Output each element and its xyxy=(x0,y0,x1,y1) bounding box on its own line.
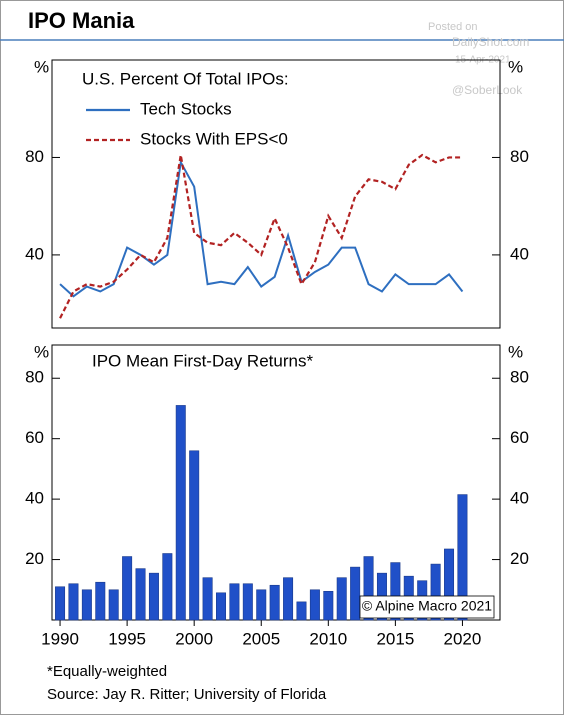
y-unit: % xyxy=(34,57,49,76)
x-tick-label: 2010 xyxy=(309,629,347,648)
bar xyxy=(229,583,240,621)
bar xyxy=(202,577,213,621)
y-tick-label: 60 xyxy=(25,428,44,447)
y-unit: % xyxy=(508,57,523,76)
y-tick-label: 40 xyxy=(25,244,44,263)
y-tick-label-right: 40 xyxy=(510,244,529,263)
x-tick-label: 2020 xyxy=(444,629,482,648)
bar xyxy=(444,548,455,621)
x-tick-label: 2015 xyxy=(376,629,414,648)
bar xyxy=(350,566,361,621)
watermark: DailyShot.com xyxy=(452,35,529,49)
page-title: IPO Mania xyxy=(28,8,135,33)
y-tick-label: 80 xyxy=(25,147,44,166)
y-tick-label-right: 60 xyxy=(510,428,529,447)
legend-label: Stocks With EPS<0 xyxy=(140,129,288,148)
bar xyxy=(108,589,119,621)
y-tick-label: 80 xyxy=(25,368,44,387)
bar xyxy=(189,450,200,621)
watermark: Posted on xyxy=(428,21,478,33)
bar xyxy=(148,572,159,621)
y-unit: % xyxy=(34,342,49,361)
panel-title: U.S. Percent Of Total IPOs: xyxy=(82,69,289,88)
y-unit: % xyxy=(508,342,523,361)
x-tick-label: 1990 xyxy=(41,629,79,648)
bar xyxy=(81,589,92,621)
bar xyxy=(283,577,294,621)
y-tick-label: 20 xyxy=(25,549,44,568)
bar xyxy=(95,581,106,621)
bar xyxy=(336,577,347,621)
annotation-box xyxy=(359,595,495,619)
bar xyxy=(390,562,401,621)
y-tick-label-right: 80 xyxy=(510,147,529,166)
footnote: Source: Jay R. Ritter; University of Flo… xyxy=(47,686,327,703)
watermark: @SoberLook xyxy=(452,83,523,97)
bar xyxy=(296,601,307,621)
footnote: *Equally-weighted xyxy=(47,663,167,680)
y-tick-label: 40 xyxy=(25,489,44,508)
bar xyxy=(68,583,79,621)
y-tick-label-right: 80 xyxy=(510,368,529,387)
bar xyxy=(309,589,320,621)
bar xyxy=(363,556,374,621)
bar xyxy=(55,586,66,621)
bar xyxy=(256,589,267,621)
x-tick-label: 1995 xyxy=(108,629,146,648)
bar xyxy=(135,568,146,621)
bar xyxy=(242,583,253,621)
bar xyxy=(175,405,186,621)
bar xyxy=(269,584,280,621)
plot-frame xyxy=(51,59,501,329)
series-line xyxy=(59,159,464,298)
bar xyxy=(162,553,173,621)
y-tick-label-right: 20 xyxy=(510,549,529,568)
bar xyxy=(457,494,468,621)
bar xyxy=(323,590,334,621)
bar xyxy=(216,592,227,621)
annotation: © Alpine Macro 2021 xyxy=(362,598,492,614)
bar xyxy=(430,563,441,621)
y-tick-label-right: 40 xyxy=(510,489,529,508)
bar xyxy=(122,556,133,621)
series-line xyxy=(59,153,463,319)
panel-title: IPO Mean First-Day Returns* xyxy=(92,351,313,370)
legend-label: Tech Stocks xyxy=(140,99,232,118)
x-tick-label: 2000 xyxy=(175,629,213,648)
x-tick-label: 2005 xyxy=(242,629,280,648)
